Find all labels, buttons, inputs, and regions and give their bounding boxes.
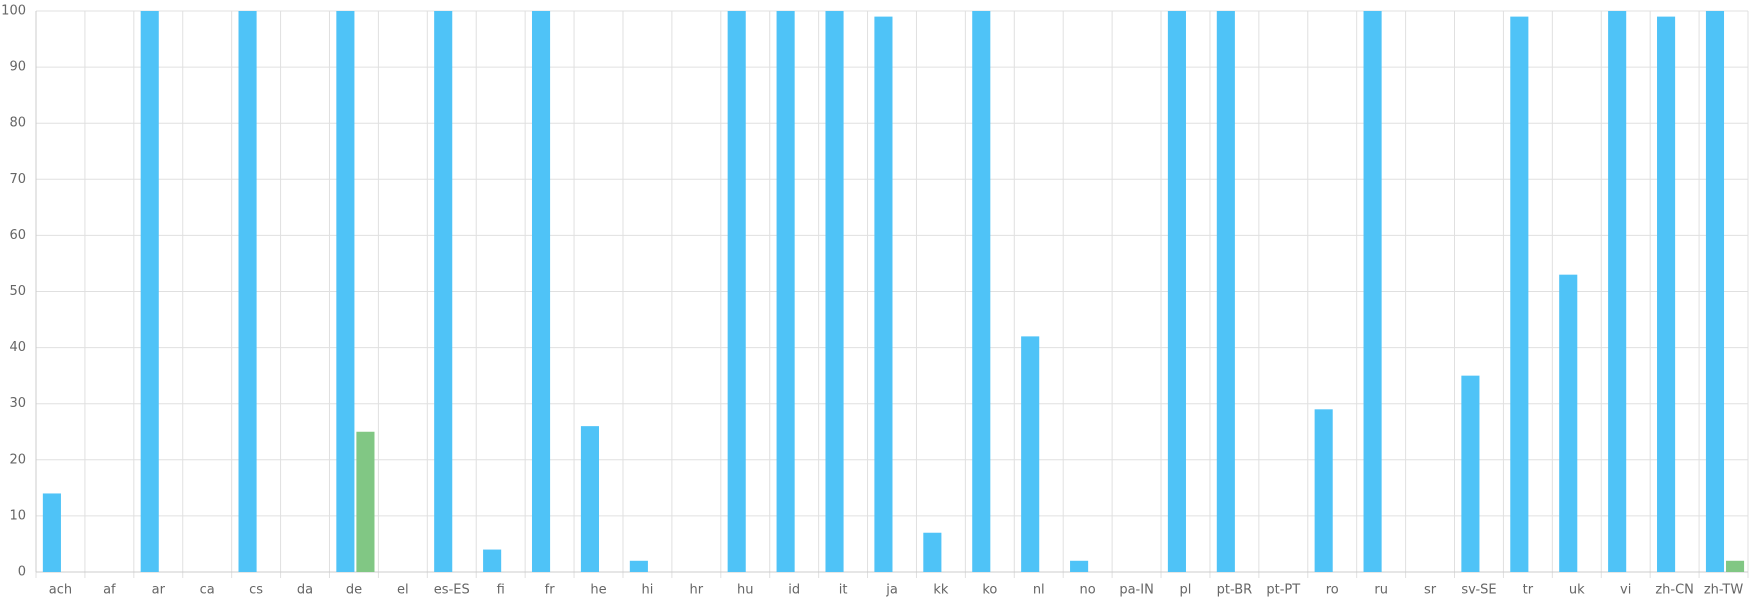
y-tick-label: 10	[9, 508, 26, 523]
x-tick-label: id	[788, 583, 800, 598]
x-tick-label: ca	[200, 583, 215, 598]
y-tick-label: 100	[1, 4, 26, 19]
bar	[1363, 11, 1382, 572]
bar	[874, 16, 893, 573]
x-tick-label: fi	[497, 583, 505, 598]
bar	[1559, 274, 1578, 572]
bar	[1167, 11, 1186, 572]
x-tick-label: hu	[737, 583, 753, 598]
bar	[1705, 11, 1725, 572]
bar	[825, 11, 844, 572]
y-tick-label: 40	[9, 340, 26, 355]
x-tick-label: kk	[933, 583, 949, 598]
bar	[434, 11, 453, 572]
bar	[1725, 560, 1745, 572]
x-tick-label: uk	[1569, 583, 1585, 598]
y-tick-label: 90	[9, 60, 26, 75]
x-tick-label: hi	[641, 583, 653, 598]
x-tick-label: cs	[249, 583, 263, 598]
y-tick-label: 20	[9, 452, 26, 467]
x-tick-label: sv-SE	[1461, 583, 1496, 598]
x-tick-label: sr	[1424, 583, 1437, 598]
x-tick-label: tr	[1523, 583, 1534, 598]
bar	[42, 493, 61, 572]
bar	[140, 11, 159, 572]
bar	[356, 431, 375, 572]
bar	[531, 11, 551, 572]
bar	[629, 560, 648, 572]
x-tick-label: hr	[690, 583, 704, 598]
x-tick-label: pt-BR	[1217, 583, 1253, 598]
x-tick-label: el	[397, 583, 409, 598]
bar	[727, 11, 746, 572]
bar	[580, 426, 600, 572]
x-tick-label: ja	[885, 583, 898, 598]
x-tick-label: fr	[545, 583, 556, 598]
bar	[238, 11, 257, 572]
bar	[1510, 16, 1529, 573]
y-tick-label: 70	[9, 172, 26, 187]
bar	[972, 11, 991, 572]
x-tick-label: vi	[1620, 583, 1631, 598]
x-tick-label: pl	[1180, 583, 1192, 598]
x-tick-label: pt-PT	[1266, 583, 1300, 598]
bar	[336, 11, 355, 572]
y-tick-label: 30	[9, 396, 26, 411]
bar	[1314, 409, 1333, 572]
bar	[923, 532, 942, 572]
x-tick-label: ru	[1374, 583, 1388, 598]
y-tick-label: 60	[9, 228, 26, 243]
bar	[1216, 11, 1235, 572]
bar	[483, 549, 502, 572]
x-tick-label: ach	[49, 583, 72, 598]
x-tick-label: nl	[1033, 583, 1045, 598]
x-tick-label: he	[590, 583, 606, 598]
x-tick-label: da	[297, 583, 313, 598]
y-tick-label: 50	[9, 284, 26, 299]
x-tick-label: zh-CN	[1655, 583, 1694, 598]
bar	[1608, 11, 1627, 572]
x-tick-label: pa-IN	[1119, 583, 1153, 598]
bar	[1461, 375, 1480, 572]
bar	[1657, 16, 1676, 573]
x-tick-label: af	[103, 583, 116, 598]
x-tick-label: de	[346, 583, 362, 598]
x-tick-label: no	[1080, 583, 1096, 598]
bar	[1021, 336, 1040, 572]
y-tick-label: 80	[9, 116, 26, 131]
x-tick-label: zh-TW	[1704, 583, 1744, 598]
x-tick-label: es-ES	[434, 583, 470, 598]
y-tick-label: 0	[18, 565, 26, 580]
x-tick-label: ko	[982, 583, 997, 598]
bar	[1070, 560, 1089, 572]
x-tick-label: it	[839, 583, 848, 598]
bar	[776, 11, 795, 572]
x-tick-label: ar	[152, 583, 166, 598]
x-tick-label: ro	[1326, 583, 1339, 598]
